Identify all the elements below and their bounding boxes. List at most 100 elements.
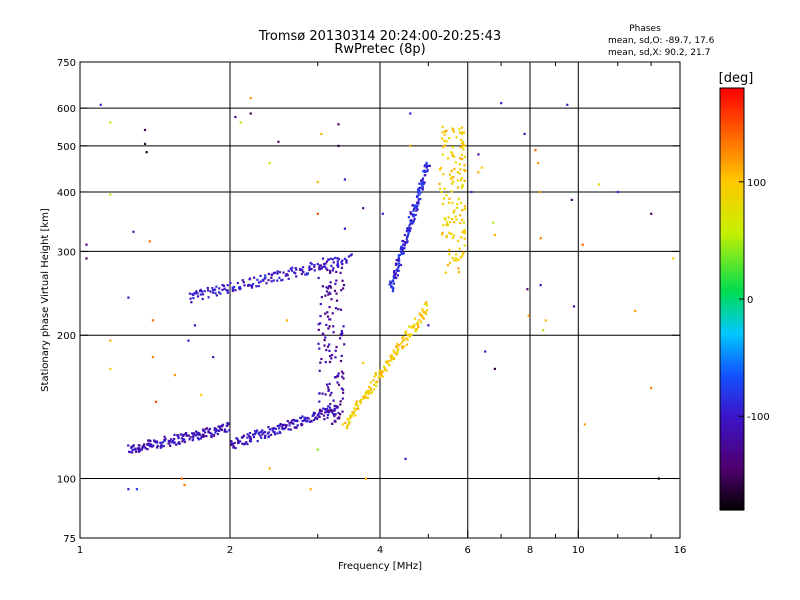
data-point [295, 268, 298, 271]
data-point [527, 314, 530, 317]
data-point [419, 191, 422, 194]
data-point [392, 288, 395, 291]
data-point [328, 291, 331, 294]
data-point [286, 420, 289, 423]
data-point [450, 177, 453, 180]
data-point [461, 184, 464, 187]
colorbar-segment [720, 175, 744, 181]
data-point [328, 409, 331, 412]
data-point [451, 154, 454, 157]
colorbar-segment [720, 302, 744, 307]
data-point [420, 314, 423, 317]
data-point [248, 284, 251, 287]
data-point [270, 280, 273, 283]
colorbar-segment [720, 260, 744, 265]
data-point [211, 287, 214, 290]
data-point [329, 271, 332, 274]
data-point [206, 427, 209, 430]
data-point [477, 153, 480, 156]
data-point [170, 441, 174, 444]
data-point [163, 435, 166, 438]
data-point [200, 393, 203, 396]
colorbar-segment [720, 390, 744, 395]
data-point [393, 274, 396, 277]
data-point [250, 286, 253, 289]
data-point [276, 272, 279, 275]
colorbar-segment [720, 478, 744, 483]
data-point [410, 213, 413, 216]
data-point [149, 445, 152, 448]
data-point [138, 448, 141, 451]
data-point [331, 312, 334, 315]
data-point [447, 216, 450, 219]
data-point [175, 443, 178, 446]
data-point [381, 212, 384, 215]
data-point [409, 227, 412, 230]
colorbar-segment [720, 256, 744, 261]
data-point [192, 435, 195, 439]
data-point [203, 290, 206, 293]
data-point [460, 142, 464, 145]
data-point [453, 155, 456, 158]
data-point [462, 221, 465, 224]
data-point [237, 441, 240, 445]
data-point [318, 347, 321, 350]
colorbar-segment [720, 383, 744, 388]
data-point [347, 418, 350, 421]
data-point [151, 445, 154, 448]
data-point [411, 326, 414, 329]
colorbar-segment [720, 460, 744, 465]
data-point [337, 372, 340, 375]
data-point [410, 333, 413, 336]
data-point [480, 166, 483, 169]
data-point [457, 271, 460, 274]
data-point [326, 345, 330, 348]
data-point [378, 376, 382, 379]
data-point [393, 357, 396, 360]
data-point [421, 308, 424, 311]
data-point [219, 425, 222, 428]
colorbar-segment [720, 221, 744, 226]
data-point [331, 411, 334, 414]
data-point [401, 252, 404, 255]
y-tick-label: 75 [63, 534, 76, 545]
data-point [452, 234, 455, 237]
data-point [318, 415, 321, 418]
data-point [477, 171, 480, 174]
data-point [257, 431, 260, 434]
data-point [173, 374, 176, 377]
data-point [311, 414, 314, 417]
data-point [408, 224, 411, 227]
data-point [398, 253, 402, 257]
colorbar-segment [720, 137, 744, 142]
data-point [443, 217, 446, 220]
data-point [254, 430, 257, 433]
data-point [455, 136, 458, 139]
data-point [159, 441, 162, 444]
data-point [214, 431, 217, 434]
data-point [345, 426, 349, 430]
data-point [322, 407, 325, 410]
colorbar-segment [720, 246, 744, 251]
data-point [383, 365, 386, 368]
data-point [327, 388, 330, 391]
data-point [210, 432, 213, 436]
data-point [341, 331, 344, 334]
colorbar-segment [720, 179, 744, 184]
data-point [427, 324, 430, 327]
data-point [294, 272, 297, 275]
y-tick-label: 400 [57, 188, 76, 199]
data-point [460, 236, 463, 239]
colorbar-segment [720, 397, 744, 402]
data-point [452, 211, 455, 214]
data-point [223, 287, 226, 290]
data-point [373, 388, 376, 391]
data-point [463, 232, 466, 235]
x-tick-label: 8 [527, 545, 533, 556]
data-point [448, 197, 451, 200]
data-point [407, 232, 410, 235]
data-point [415, 209, 418, 212]
data-point [248, 277, 252, 280]
data-point [418, 193, 421, 196]
data-point [462, 143, 465, 146]
